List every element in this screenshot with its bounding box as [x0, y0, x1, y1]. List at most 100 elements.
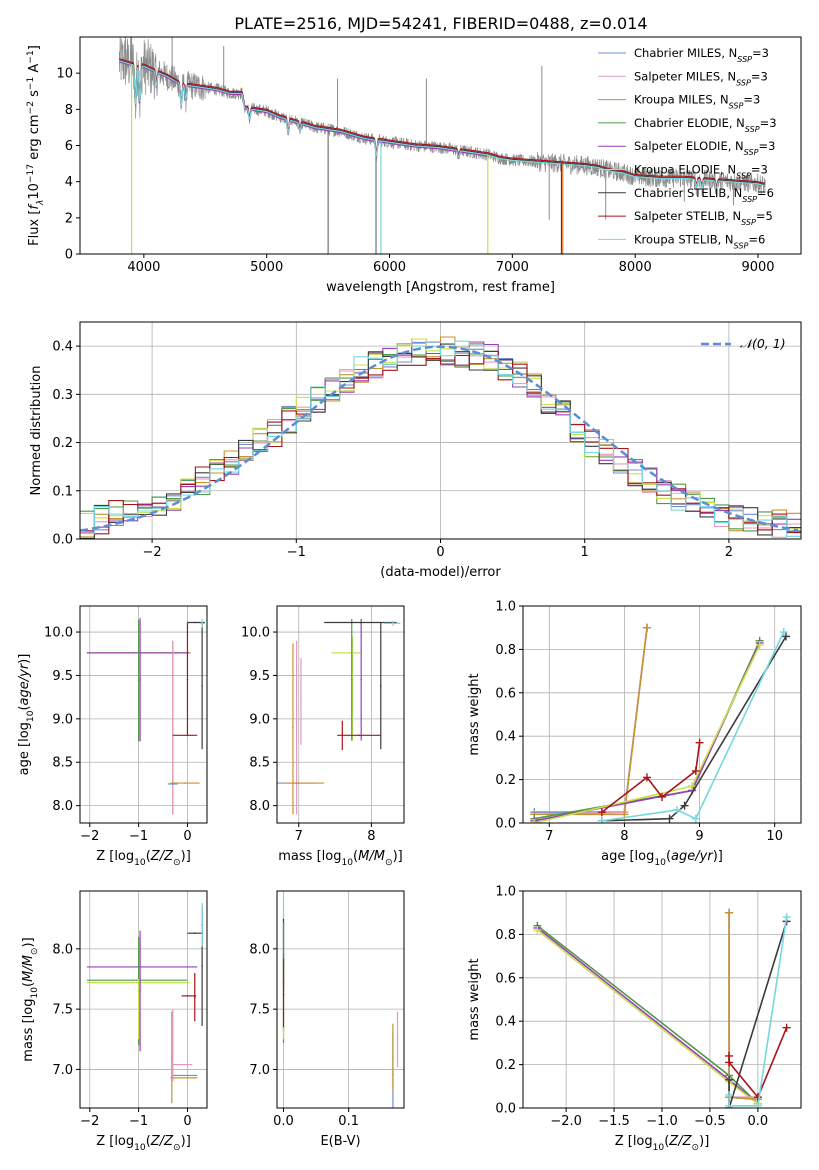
legend-label: Chabrier STELIB, NSSP=6 [634, 186, 774, 204]
x-tick-label: 0 [436, 545, 444, 560]
x-tick-label: −2.0 [550, 1114, 582, 1129]
data-point [292, 726, 294, 729]
x-tick-label: 7 [545, 829, 553, 844]
x-axis-label: (data-model)/error [380, 565, 501, 580]
x-tick-label: 10 [766, 829, 783, 844]
panel-spectrum: 4000 5000 6000 7000 8000 9000 0 2 4 6 8 10 wavelengt… [26, 36, 802, 295]
x-tick-label: 0.0 [273, 1114, 294, 1129]
plus-marker [530, 819, 539, 823]
axes-frame-spectrum: 4000 5000 6000 7000 8000 9000 0 2 4 6 8 10 wavelengt… [26, 36, 802, 295]
x-tick-label: 8 [367, 829, 375, 844]
y-axis-label: mass [log10(M/M⊙)] [21, 937, 40, 1061]
legend-label: Salpeter STELIB, NSSP=5 [634, 209, 773, 227]
legend-label: Kroupa ELODIE, NSSP=3 [634, 163, 768, 181]
x-tick-label: −1 [287, 545, 306, 560]
observed-spectrum-line [118, 37, 766, 198]
y-axis-label: mass weight [467, 673, 482, 755]
plus-marker [691, 766, 700, 775]
plus-marker [642, 773, 651, 782]
y-tick-label: 0.1 [52, 484, 73, 499]
legend-label: Chabrier MILES, NSSP=3 [634, 46, 769, 64]
x-tick-label: 4000 [127, 260, 160, 275]
data-point [137, 679, 140, 682]
data-point [137, 1008, 140, 1010]
data-point [300, 700, 302, 703]
data-point [172, 1044, 174, 1047]
data-point [350, 678, 353, 681]
x-tick-label: 0 [183, 1114, 191, 1129]
data-point [282, 993, 285, 996]
y-tick-label: 0.8 [495, 643, 516, 658]
y-tick-label: 8.0 [52, 942, 73, 957]
axes-frame-age_vs_Z: −2 −1 0 8.0 8.5 9.0 9.5 10.0 Z [log10(Z/Z⊙)] age … [17, 605, 208, 868]
figure-title: PLATE=2516, MJD=54241, FIBERID=0488, z=0… [234, 14, 647, 33]
plus-marker [725, 1101, 734, 1108]
y-axis-label: age [log10(age/yr)] [17, 654, 36, 776]
data-point [348, 652, 351, 654]
plot-area-weight_vs_Z [533, 908, 791, 1108]
y-tick-label: 8.0 [249, 799, 270, 814]
y-tick-label: 0.6 [495, 971, 516, 986]
data-point [297, 782, 300, 784]
legend-label: Kroupa STELIB, NSSP=6 [634, 232, 765, 250]
axes-frame-weight_vs_Z: −2.0 −1.5 −1.0 −0.5 0.0 0.0 0.2 0.4 0.6 0.8 1.0 Z [… [467, 885, 802, 1153]
model-spectrum-chabrier-stelib [119, 59, 766, 190]
plus-marker [642, 623, 651, 632]
legend-label: 𝒩(0, 1) [740, 336, 786, 351]
y-tick-label: 8.5 [52, 756, 73, 771]
x-tick-label: 7000 [496, 260, 529, 275]
histogram-salpeter-stelib [80, 350, 801, 535]
y-tick-label: 0.4 [495, 1015, 516, 1030]
x-tick-label: −2 [80, 829, 99, 844]
x-tick-label: −0.5 [694, 1114, 726, 1129]
x-tick-label: 7 [295, 829, 303, 844]
y-axis-label: Flux [fλ10−17 erg cm−2 s−1 A−1] [26, 45, 46, 246]
data-point [392, 622, 394, 625]
plot-area-spectrum [118, 37, 766, 254]
data-point [295, 721, 298, 724]
plus-marker [695, 738, 704, 747]
x-tick-label: 9 [695, 829, 703, 844]
plus-marker [680, 801, 689, 810]
data-point [194, 621, 197, 624]
data-point [186, 678, 189, 681]
y-tick-label: 0.0 [495, 817, 516, 832]
plot-area-age_vs_mass [277, 619, 401, 815]
y-tick-label: 1.0 [495, 885, 516, 900]
y-tick-label: 7.5 [249, 1003, 270, 1018]
plot-area-residuals [80, 336, 801, 539]
y-tick-label: 8.5 [249, 756, 270, 771]
axes-border [276, 605, 405, 824]
x-tick-label: 8000 [619, 260, 652, 275]
y-tick-label: 0.8 [495, 928, 516, 943]
axes-border [79, 605, 208, 824]
x-axis-label: Z [log10(Z/Z⊙)] [96, 849, 191, 868]
y-tick-label: 0.2 [495, 773, 516, 788]
y-tick-label: 0.6 [495, 686, 516, 701]
y-tick-label: 0.2 [495, 1058, 516, 1073]
legend-label: Chabrier ELODIE, NSSP=3 [634, 116, 777, 133]
data-point [201, 964, 203, 967]
y-tick-label: 0.0 [52, 533, 73, 548]
legend-label: Salpeter ELODIE, NSSP=3 [634, 139, 775, 157]
data-point [172, 726, 174, 729]
x-tick-label: −1.5 [598, 1114, 630, 1129]
panel-residuals: −2 −1 0 1 2 0.0 0.1 0.2 0.3 0.4 (data-model)/error… [29, 321, 802, 580]
y-tick-label: 4 [65, 175, 73, 190]
x-tick-label: 2 [725, 545, 733, 560]
panel-mass_vs_EBV: 0.0 0.1 7.0 7.5 8.0 E(B-V) [249, 890, 405, 1149]
panel-age_vs_Z: −2 −1 0 8.0 8.5 9.0 9.5 10.0 Z [log10(Z/Z⊙)] age … [17, 605, 208, 868]
plot-area-age_vs_Z [86, 618, 206, 815]
y-tick-label: 0 [65, 248, 73, 263]
plus-marker [753, 1093, 762, 1102]
x-tick-label: 6000 [373, 260, 406, 275]
axes-frame-mass_vs_Z: −2 −1 0 7.0 7.5 8.0 Z [log10(Z/Z⊙)] mass [log10… [21, 890, 208, 1153]
x-tick-label: 0.1 [338, 1114, 359, 1129]
x-tick-label: −1.0 [646, 1114, 678, 1129]
x-tick-label: −2 [143, 545, 162, 560]
plus-marker [779, 628, 788, 637]
x-axis-label: E(B-V) [320, 1134, 360, 1149]
x-axis-label: mass [log10(M/M⊙)] [278, 849, 402, 868]
y-tick-label: 10.0 [241, 626, 270, 641]
plus-marker [658, 792, 666, 801]
